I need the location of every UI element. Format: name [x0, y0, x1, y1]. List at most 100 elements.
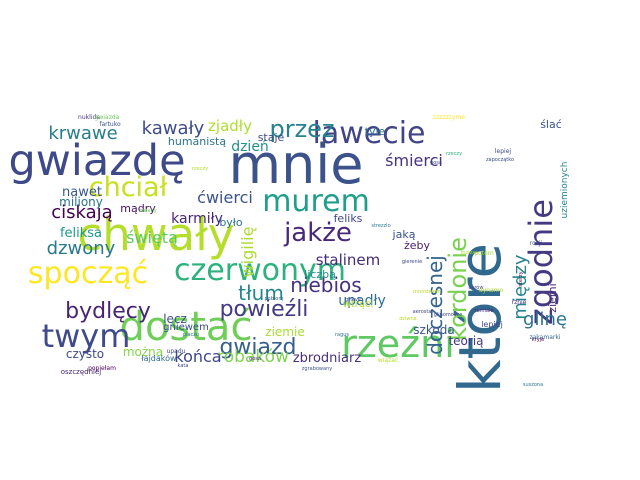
cloud-word-zgrabowany: zgrabowany: [302, 366, 332, 372]
cloud-word-zjadly: zjadły: [208, 117, 252, 135]
cloud-word-kata: kata: [178, 363, 189, 369]
cloud-word-gwiazda: gwiazda: [95, 114, 120, 121]
cloud-word-czerwonym: czerwonym: [174, 253, 346, 288]
cloud-word-ktore: które: [446, 243, 514, 393]
cloud-word-swieta: świętą: [126, 228, 178, 247]
cloud-word-czysto: czysto: [66, 347, 104, 361]
cloud-word-gwiazde: gwiazdę: [8, 136, 185, 186]
cloud-word-szkoda: szkoda: [413, 323, 454, 337]
cloud-word-chwaly: chwały: [77, 208, 234, 261]
cloud-word-rosji: rosji: [530, 240, 543, 247]
cloud-word-ramiale: ramiale: [475, 308, 494, 314]
cloud-word-dynamo: dynamo: [479, 287, 504, 294]
cloud-word-rzezni: rzeźni: [341, 322, 455, 366]
cloud-word-niebios: niebios: [290, 273, 361, 297]
cloud-word-ciskaja: ciskają: [51, 202, 112, 223]
cloud-word-rzeczy: rzeczy: [192, 166, 208, 172]
cloud-word-upadu: upadu: [167, 348, 186, 355]
cloud-word-cwierci: ćwierci: [197, 188, 253, 207]
cloud-word-karmily: karmiły: [171, 211, 223, 227]
cloud-word-lecz: lecz: [163, 312, 187, 326]
cloud-word-wtraci: wtrąci: [343, 299, 374, 310]
cloud-word-chcial: chciał: [89, 172, 168, 203]
cloud-word-rznie: rznie: [512, 299, 527, 306]
cloud-word-przez: przez: [269, 115, 334, 143]
cloud-word-lepiej: lepiej: [481, 320, 503, 329]
cloud-word-tyle: tyle: [365, 125, 386, 138]
cloud-word-robakow: robaków: [217, 347, 289, 367]
cloud-word-mnostwem: mnóstwem: [413, 288, 441, 295]
cloud-word-powiezli: powieźli: [220, 297, 309, 322]
cloud-word-wiazac: wiązać: [378, 357, 398, 364]
cloud-word-staje: staje: [258, 131, 285, 144]
cloud-word-bylo: było: [219, 216, 243, 229]
cloud-word-gusza: gusza: [461, 250, 476, 256]
cloud-word-madry: mądry: [120, 202, 156, 215]
cloud-word-murem: murem: [262, 184, 370, 219]
cloud-word-dziwna: dziwna: [399, 316, 417, 322]
cloud-word-smierci: śmierci: [385, 151, 443, 170]
cloud-word-mnie: mnie: [228, 133, 363, 196]
cloud-word-slac: ślać: [540, 118, 562, 131]
cloud-word-barany: barany: [139, 208, 157, 214]
cloud-word-feliks: feliks: [334, 212, 363, 225]
cloud-word-zeby: żeby: [404, 239, 431, 252]
cloud-word-upadly: upadły: [338, 293, 386, 309]
cloud-word-lawecie: lawecie: [313, 116, 426, 151]
cloud-word-nawet: nawet: [62, 185, 102, 200]
cloud-word-piaczu: piaczu: [183, 332, 199, 338]
cloud-word-lepiej: lepiej: [495, 148, 512, 155]
cloud-word-tlum: tłum: [238, 281, 284, 305]
cloud-word-konca: końca: [174, 347, 221, 366]
cloud-word-sterzy: sterzy: [518, 271, 524, 286]
cloud-word-popielam: popiełam: [88, 365, 116, 372]
cloud-word-carow: carów: [469, 284, 484, 291]
cloud-word-fartuko: fartuko: [99, 121, 121, 128]
cloud-word-humanista: humanistą: [168, 135, 226, 148]
cloud-word-dzien: dzień: [231, 139, 269, 155]
cloud-word-ziemie: ziemie: [265, 325, 304, 339]
cloud-word-glinomocze: glinomocze: [434, 312, 463, 318]
cloud-word-kryje: kryje: [532, 337, 544, 343]
cloud-word-dzwony: dzwony: [47, 238, 116, 259]
cloud-word-zapoczatko: zapoczątko: [486, 157, 514, 163]
cloud-word-gosa: gosa: [249, 356, 261, 362]
cloud-word-strezzlo: strezzlo: [371, 223, 390, 229]
cloud-word-miedzy: między: [510, 254, 531, 319]
cloud-word-kordonie: kordonie: [444, 237, 472, 341]
cloud-word-ragus: ragus: [335, 332, 349, 338]
cloud-word-grieve: grieve: [345, 297, 361, 303]
cloud-word-potem: potem: [474, 250, 494, 257]
cloud-word-kawaly: kawały: [142, 118, 205, 139]
cloud-word-rzeczy: rzeczy: [446, 151, 462, 157]
cloud-word-gwiazd: gwiazd: [219, 335, 296, 360]
cloud-word-aerostat: aerostat: [413, 309, 434, 315]
cloud-word-ziemi: ziemi: [546, 283, 559, 312]
cloud-word-stalinem: stalinem: [316, 251, 381, 269]
cloud-word-dostac: dostać: [120, 304, 253, 350]
cloud-word-feliksa: feliksa: [60, 226, 102, 241]
cloud-word-krwawe: krwawe: [48, 123, 117, 144]
cloud-word-lajdakow: łajdaków: [141, 353, 177, 363]
cloud-word-miliony: miliony: [59, 195, 103, 209]
cloud-word-pobiore: pobiorę: [265, 296, 284, 302]
cloud-word-jakze: jakże: [283, 218, 352, 248]
cloud-word-doczesnej: doczesnej: [423, 255, 447, 355]
cloud-word-oszczedniej: oszczędniej: [61, 368, 102, 376]
cloud-word-zbrodniarz: zbrodniarz: [293, 351, 362, 366]
cloud-word-gniewem: gniewem: [163, 322, 209, 333]
cloud-word-uziemionych: uziemionych: [560, 162, 570, 219]
cloud-word-jaka: jaką: [392, 228, 416, 241]
cloud-word-twym: twym: [42, 317, 131, 355]
cloud-word-zzzzzzyme: zzzzzzyme: [433, 114, 465, 121]
cloud-word-zgodnie: zgodnie: [522, 199, 560, 325]
cloud-word-gierenie: gierenie: [402, 259, 422, 265]
cloud-word-gosa: gosa: [430, 160, 442, 166]
cloud-word-suszona: suszona: [523, 382, 543, 388]
cloud-word-mozn: możnа: [123, 345, 163, 359]
cloud-word-zakamarki: zakamarki: [529, 334, 560, 341]
cloud-word-liczba: liczbą: [304, 268, 336, 281]
cloud-word-spoczac: spocząć: [28, 256, 148, 291]
cloud-word-wigilie: wigilię: [238, 227, 257, 278]
